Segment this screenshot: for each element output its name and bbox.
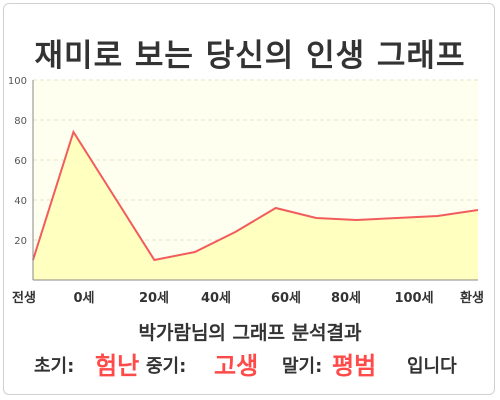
series-line xyxy=(32,129,479,262)
y-tick-label: 80 xyxy=(14,116,27,127)
x-tick-label: 전생 xyxy=(12,290,36,306)
x-tick-label: 20세 xyxy=(139,291,169,306)
x-tick-label: 0세 xyxy=(73,291,94,306)
x-tick-label: 100세 xyxy=(394,291,433,306)
x-tick-label: 60세 xyxy=(271,291,301,306)
x-tick-label: 80세 xyxy=(331,291,361,306)
analysis-title: 박가람님의 그래프 분석결과 xyxy=(138,322,362,344)
middle-label: 중기: xyxy=(146,356,187,377)
y-tick-label: 100 xyxy=(8,76,27,87)
x-tick-label: 40세 xyxy=(201,291,231,306)
early-label: 초기: xyxy=(34,356,75,377)
ending-text: 입니다 xyxy=(407,356,457,377)
y-tick-label: 60 xyxy=(14,156,27,167)
late-label: 말기: xyxy=(282,356,323,377)
y-axis-ticks: 20 40 60 80 100 xyxy=(8,76,27,247)
y-tick-label: 40 xyxy=(14,196,27,207)
page-title: 재미로 보는 당신의 인생 그래프 xyxy=(34,38,466,74)
late-value: 평범 xyxy=(332,352,377,380)
area-fill xyxy=(33,132,478,280)
middle-value: 고생 xyxy=(214,352,259,380)
card-frame xyxy=(3,3,495,395)
x-tick-label: 환생 xyxy=(460,290,484,306)
early-value: 험난 xyxy=(95,352,140,380)
x-axis-ticks: 전생 0세 20세 40세 60세 80세 100세 환생 xyxy=(12,290,484,306)
analysis-result: 초기: 험난 중기: 고생 말기: 평범 입니다 xyxy=(0,346,500,382)
y-tick-label: 20 xyxy=(14,236,27,247)
